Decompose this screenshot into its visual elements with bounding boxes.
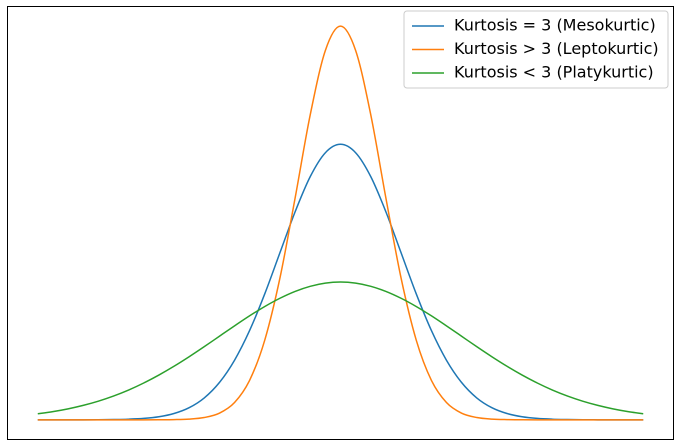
legend-label: Kurtosis < 3 (Platykurtic) — [454, 63, 654, 82]
plot-frame — [7, 6, 674, 440]
data-line — [37, 143, 644, 421]
legend-label: Kurtosis > 3 (Leptokurtic) — [454, 39, 659, 58]
data-line — [37, 25, 644, 421]
legend-box — [403, 10, 669, 89]
data-line — [37, 281, 644, 415]
legend-label: Kurtosis = 3 (Mesokurtic) — [454, 16, 656, 35]
